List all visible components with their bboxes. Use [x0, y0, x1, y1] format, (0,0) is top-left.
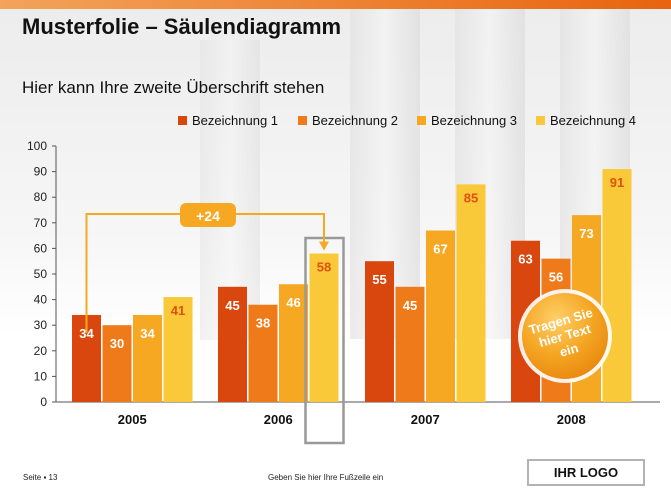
bar-value-label: 45: [225, 298, 239, 313]
bar: [309, 253, 339, 402]
bar-value-label: 34: [140, 326, 155, 341]
y-tick-label: 0: [40, 395, 47, 409]
bar-value-label: 67: [433, 241, 447, 256]
bar-value-label: 73: [579, 226, 593, 241]
x-category-label: 2008: [557, 412, 586, 427]
y-tick-label: 90: [34, 165, 48, 179]
slide-subtitle: Hier kann Ihre zweite Überschrift stehen: [22, 78, 325, 97]
bar: [133, 314, 162, 402]
legend-swatch: [536, 116, 545, 125]
footer-text: Geben Sie hier Ihre Fußzeile ein: [268, 473, 384, 482]
logo-placeholder: IHR LOGO: [527, 459, 645, 486]
bar: [248, 304, 278, 402]
legend-label: Bezeichnung 3: [431, 113, 517, 128]
bar-value-label: 46: [286, 295, 300, 310]
bar: [456, 184, 486, 402]
y-tick-label: 80: [34, 190, 48, 204]
legend-swatch: [298, 116, 307, 125]
bar: [218, 286, 247, 402]
slide-title: Musterfolie – Säulendiagramm: [22, 14, 342, 39]
legend-label: Bezeichnung 2: [312, 113, 398, 128]
top-accent-bar: [0, 0, 671, 9]
bar: [163, 297, 193, 402]
bar-value-label: 38: [256, 316, 270, 331]
y-tick-label: 10: [34, 369, 48, 383]
difference-callout-box: [180, 203, 236, 227]
bar-value-label: 58: [317, 260, 331, 275]
bar-value-label: 30: [110, 336, 124, 351]
x-category-label: 2005: [118, 412, 147, 427]
y-tick-label: 40: [34, 293, 48, 307]
bar-value-label: 63: [518, 252, 532, 267]
legend-label: Bezeichnung 4: [550, 113, 636, 128]
bar: [279, 284, 308, 402]
bar: [426, 230, 455, 402]
difference-callout-label: +24: [196, 208, 220, 224]
legend-label: Bezeichnung 1: [192, 113, 278, 128]
bar-value-label: 85: [464, 190, 478, 205]
bar: [395, 286, 425, 402]
bar: [365, 261, 394, 402]
y-tick-label: 20: [34, 344, 48, 358]
circle-callout-line: ein: [558, 340, 580, 360]
bar-value-label: 91: [610, 175, 624, 190]
x-category-label: 2006: [264, 412, 293, 427]
bar: [102, 325, 132, 402]
y-tick-label: 50: [34, 267, 48, 281]
bar-value-label: 41: [171, 303, 185, 318]
legend-swatch: [417, 116, 426, 125]
page-number: Seite ▪ 13: [23, 473, 58, 482]
bar-value-label: 34: [79, 326, 94, 341]
bar-value-label: 55: [372, 272, 386, 287]
y-tick-label: 100: [27, 139, 47, 153]
y-tick-label: 70: [34, 216, 48, 230]
y-tick-label: 60: [34, 241, 48, 255]
bar: [602, 169, 632, 402]
x-category-label: 2007: [411, 412, 440, 427]
bar-value-label: 56: [549, 270, 563, 285]
circle-callout: [522, 293, 608, 379]
bar-value-label: 45: [403, 298, 417, 313]
difference-arrow-head: [319, 241, 329, 251]
y-tick-label: 30: [34, 318, 48, 332]
legend-swatch: [178, 116, 187, 125]
